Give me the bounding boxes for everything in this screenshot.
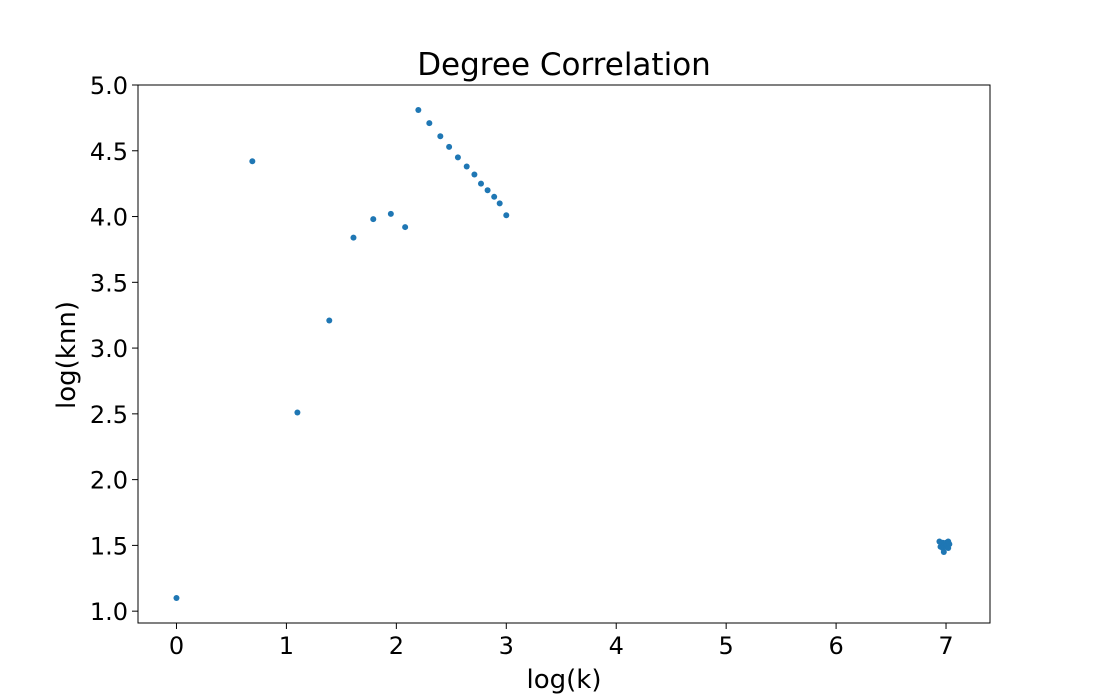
y-tick-label: 4.5	[90, 138, 128, 166]
data-point	[387, 210, 394, 217]
y-tick-label: 4.0	[90, 204, 128, 232]
data-point	[249, 158, 256, 165]
x-tick-label: 3	[499, 632, 514, 660]
data-point	[437, 133, 444, 140]
data-point	[471, 171, 478, 178]
data-point	[496, 200, 503, 207]
data-point	[173, 595, 180, 602]
y-tick-label: 3.5	[90, 269, 128, 297]
data-point	[491, 193, 498, 200]
data-point	[946, 541, 953, 548]
data-point	[402, 224, 409, 231]
data-point	[503, 212, 510, 219]
y-tick-label: 1.0	[90, 598, 128, 626]
x-tick-label: 1	[279, 632, 294, 660]
data-point	[940, 548, 947, 555]
x-axis: 0 1 2 3 4 5 6 7	[169, 623, 954, 660]
x-tick-label: 7	[938, 632, 953, 660]
x-tick-label: 2	[389, 632, 404, 660]
data-point	[484, 187, 491, 194]
data-point	[350, 234, 357, 241]
data-point	[446, 143, 453, 150]
data-point	[370, 216, 377, 223]
y-axis-label: log(knn)	[52, 301, 82, 409]
x-tick-label: 0	[169, 632, 184, 660]
x-tick-label: 5	[719, 632, 734, 660]
y-tick-label: 5.0	[90, 72, 128, 100]
x-tick-label: 4	[609, 632, 624, 660]
plot-area	[173, 106, 953, 602]
chart-title: Degree Correlation	[417, 47, 711, 83]
x-tick-label: 6	[828, 632, 843, 660]
data-point	[294, 409, 301, 416]
data-point	[454, 154, 461, 161]
data-point	[326, 317, 333, 324]
data-point	[463, 163, 470, 170]
plot-frame	[137, 84, 991, 624]
y-tick-label: 3.0	[90, 335, 128, 363]
x-axis-label: log(k)	[527, 665, 602, 695]
y-tick-label: 1.5	[90, 532, 128, 560]
data-point	[477, 180, 484, 187]
y-tick-label: 2.0	[90, 467, 128, 495]
data-point	[426, 120, 433, 127]
y-tick-label: 2.5	[90, 401, 128, 429]
y-axis: 1.0 1.5 2.0 2.5 3.0 3.5 4.0 4.5 5.0	[90, 72, 138, 626]
data-point	[415, 106, 422, 113]
